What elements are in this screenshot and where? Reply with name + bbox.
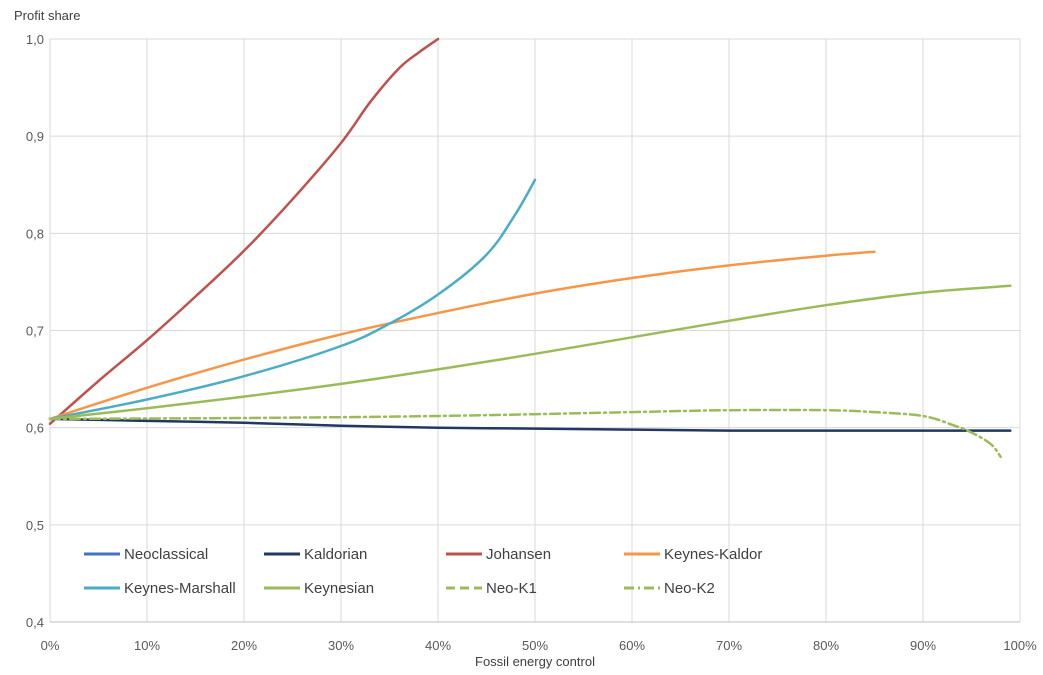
series-line-johansen	[48, 37, 440, 426]
x-tick-label: 70%	[716, 638, 742, 653]
legend-label-kaldorian: Kaldorian	[304, 546, 367, 563]
x-tick-label: 100%	[1003, 638, 1037, 653]
legend-label-neoclassical: Neoclassical	[124, 546, 208, 563]
x-tick-label: 80%	[813, 638, 839, 653]
y-tick-label: 0,4	[26, 615, 44, 630]
series-line-neo-k2	[48, 408, 1002, 459]
y-tick-label: 0,7	[26, 324, 44, 339]
y-tick-label: 0,8	[26, 226, 44, 241]
series-line-keynes-kaldor	[48, 250, 876, 421]
x-tick-label: 0%	[41, 638, 60, 653]
legend-label-keynesian: Keynesian	[304, 580, 374, 597]
legend: Neoclassical Kaldorian Johansen Keynes-Kald…	[84, 546, 762, 597]
x-tick-label: 10%	[134, 638, 160, 653]
y-tick-label: 0,9	[26, 129, 44, 144]
x-axis-title: Fossil energy control	[475, 654, 595, 669]
legend-label-neo-k2: Neo-K2	[664, 580, 715, 597]
y-axis-ticks: 0,4 0,5 0,6 0,7 0,8 0,9 1,0	[26, 32, 44, 630]
x-tick-label: 30%	[328, 638, 354, 653]
x-tick-label: 90%	[910, 638, 936, 653]
grid	[49, 38, 1021, 623]
y-axis-title: Profit share	[14, 8, 80, 23]
x-tick-label: 40%	[425, 638, 451, 653]
x-tick-label: 50%	[522, 638, 548, 653]
series-line-keynesian	[48, 284, 1012, 421]
legend-label-keynes-marshall: Keynes-Marshall	[124, 580, 236, 597]
x-tick-label: 20%	[231, 638, 257, 653]
x-axis-ticks: 0% 10% 20% 30% 40% 50% 60% 70% 80% 90% 100%	[41, 638, 1037, 653]
legend-label-keynes-kaldor: Keynes-Kaldor	[664, 546, 762, 563]
y-tick-label: 1,0	[26, 32, 44, 47]
x-tick-label: 60%	[619, 638, 645, 653]
series-line-kaldorian	[48, 417, 1012, 432]
legend-label-neo-k1: Neo-K1	[486, 580, 537, 597]
y-tick-label: 0,5	[26, 518, 44, 533]
series-lines	[48, 37, 1012, 459]
y-tick-label: 0,6	[26, 421, 44, 436]
legend-label-johansen: Johansen	[486, 546, 551, 563]
series-line-keynes-marshall	[48, 178, 537, 421]
